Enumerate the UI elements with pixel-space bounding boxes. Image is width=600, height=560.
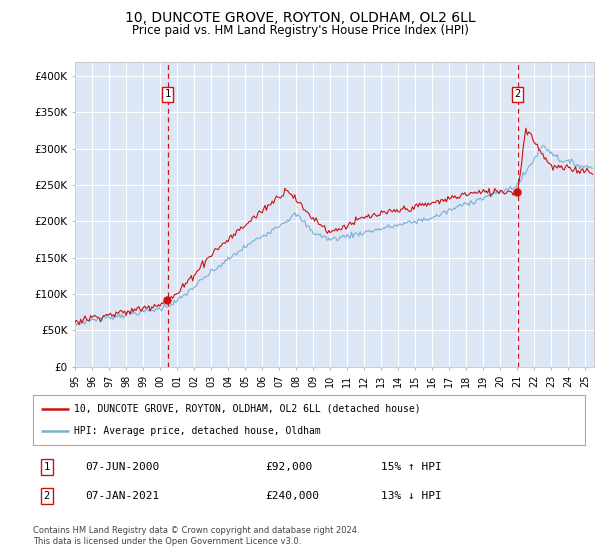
Text: 1: 1: [164, 89, 170, 99]
Text: 10, DUNCOTE GROVE, ROYTON, OLDHAM, OL2 6LL (detached house): 10, DUNCOTE GROVE, ROYTON, OLDHAM, OL2 6…: [74, 404, 421, 414]
Text: Price paid vs. HM Land Registry's House Price Index (HPI): Price paid vs. HM Land Registry's House …: [131, 24, 469, 36]
Text: 2: 2: [44, 491, 50, 501]
Text: HPI: Average price, detached house, Oldham: HPI: Average price, detached house, Oldh…: [74, 426, 321, 436]
Text: Contains HM Land Registry data © Crown copyright and database right 2024.
This d: Contains HM Land Registry data © Crown c…: [33, 526, 359, 546]
Text: 1: 1: [44, 462, 50, 472]
Text: 13% ↓ HPI: 13% ↓ HPI: [381, 491, 442, 501]
Text: £240,000: £240,000: [265, 491, 319, 501]
Text: 07-JUN-2000: 07-JUN-2000: [85, 462, 160, 472]
Text: £92,000: £92,000: [265, 462, 312, 472]
Text: 2: 2: [515, 89, 521, 99]
Text: 15% ↑ HPI: 15% ↑ HPI: [381, 462, 442, 472]
Text: 10, DUNCOTE GROVE, ROYTON, OLDHAM, OL2 6LL: 10, DUNCOTE GROVE, ROYTON, OLDHAM, OL2 6…: [125, 11, 475, 25]
Text: 07-JAN-2021: 07-JAN-2021: [85, 491, 160, 501]
